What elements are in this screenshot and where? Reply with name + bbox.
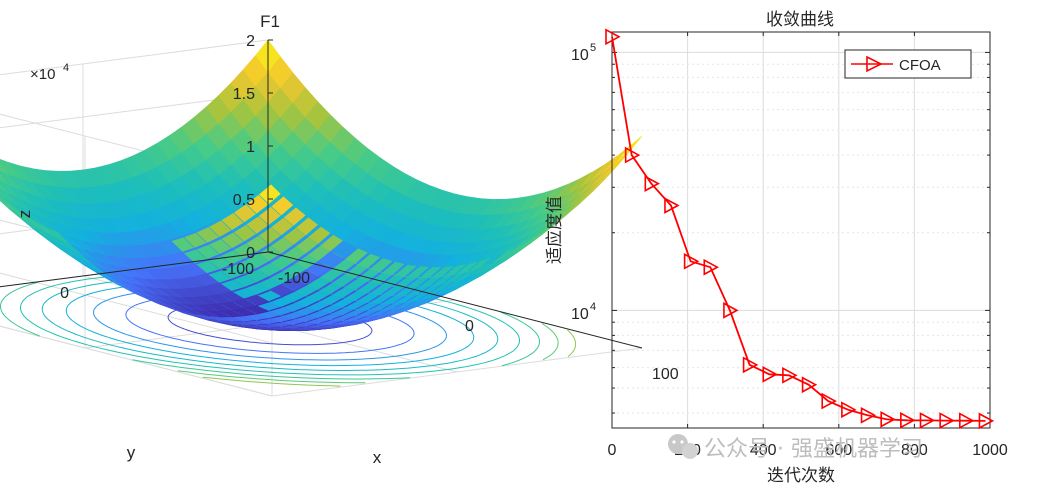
surface-mesh <box>0 39 643 332</box>
axis-line <box>267 251 643 349</box>
data-point <box>880 411 896 428</box>
convergence-axes-box <box>611 31 991 429</box>
contour-line <box>567 329 577 357</box>
convergence-title: 收敛曲线 <box>766 10 834 30</box>
x-tick-label: 600 <box>825 442 852 459</box>
data-point <box>723 302 739 319</box>
legend-label: CFOA <box>899 57 941 74</box>
data-point <box>624 146 641 164</box>
convergence-y-label: 适应度值 <box>545 196 565 264</box>
legend: CFOA <box>844 49 972 79</box>
surface-title: F1 <box>260 12 280 31</box>
z-exponent-power: 4 <box>63 62 69 74</box>
data-point <box>664 197 680 214</box>
y-tick-label: 0 <box>60 285 69 302</box>
contour-line <box>500 311 540 367</box>
x-axis-label: x <box>373 448 382 467</box>
data-point <box>939 412 955 429</box>
data-point <box>900 411 916 429</box>
data-point <box>644 175 660 192</box>
x-tick-label: 0 <box>465 318 474 335</box>
y-tick-1e5-power: 5 <box>590 42 596 54</box>
series-line <box>611 36 986 422</box>
data-point <box>919 412 936 429</box>
data-point <box>841 401 857 419</box>
convergence-plot: 收敛曲线 10 5 10 4 02004006008001000 适应度值 迭代… <box>545 10 1008 486</box>
series-cfoa <box>605 28 995 430</box>
contour-line <box>541 322 559 361</box>
x-tick-label: 0 <box>608 442 617 459</box>
x-tick-label: 400 <box>750 442 777 459</box>
watermark-text: 公众号 · 强盛机器学习 <box>704 437 923 462</box>
convergence-ticks <box>611 32 991 428</box>
watermark: 公众号 · 强盛机器学习 <box>668 434 923 462</box>
legend-marker <box>866 55 883 73</box>
x-tick-label: -100 <box>278 270 310 287</box>
x-tick-label: 800 <box>901 442 928 459</box>
z-exponent-label: ×10 <box>30 66 55 83</box>
z-tick-label: 1 <box>246 139 255 156</box>
z-tick-label: 1.5 <box>233 86 255 103</box>
y-axis-label: y <box>127 443 136 462</box>
data-point <box>703 258 719 276</box>
y-tick-1e4-base: 10 <box>571 306 589 323</box>
y-tick-label: -100 <box>222 261 254 278</box>
z-tick-label: 2 <box>246 33 255 50</box>
y-tick-1e5-base: 10 <box>571 47 589 64</box>
contour-line <box>20 272 520 376</box>
wechat-icon <box>668 434 698 459</box>
contour-line <box>202 376 341 387</box>
convergence-x-label: 迭代次数 <box>767 466 835 486</box>
data-point <box>860 406 877 424</box>
y-tick-1e4: 10 4 <box>571 301 596 323</box>
surface-front-axes <box>0 39 643 349</box>
z-tick-label: 0 <box>246 245 255 262</box>
x-tick-label: 1000 <box>972 442 1008 459</box>
contour-line <box>177 370 366 384</box>
axis-line <box>0 251 269 288</box>
contour-line <box>132 359 411 380</box>
z-tick-labels: 0 0.5 1 1.5 2 <box>233 33 255 262</box>
data-point <box>959 412 975 430</box>
floor-gridline <box>271 347 643 397</box>
y-tick-1e5: 10 5 <box>571 42 596 64</box>
contour-line <box>0 281 40 337</box>
contour-line <box>41 277 499 371</box>
data-point <box>821 392 837 410</box>
data-point <box>782 367 798 384</box>
data-point <box>801 376 818 394</box>
data-point <box>683 252 700 270</box>
z-exponent: ×10 4 <box>30 62 69 83</box>
floor-gridline <box>0 325 273 397</box>
data-point <box>742 356 759 374</box>
data-point <box>978 412 995 430</box>
data-point <box>762 366 778 383</box>
y-tick-1e4-power: 4 <box>590 301 596 313</box>
x-tick-label: 100 <box>652 366 679 383</box>
x-tick-labels: -100 0 100 <box>278 270 679 383</box>
z-axis-label: z <box>15 210 34 219</box>
data-point <box>605 28 621 46</box>
z-tick-label: 0.5 <box>233 192 255 209</box>
